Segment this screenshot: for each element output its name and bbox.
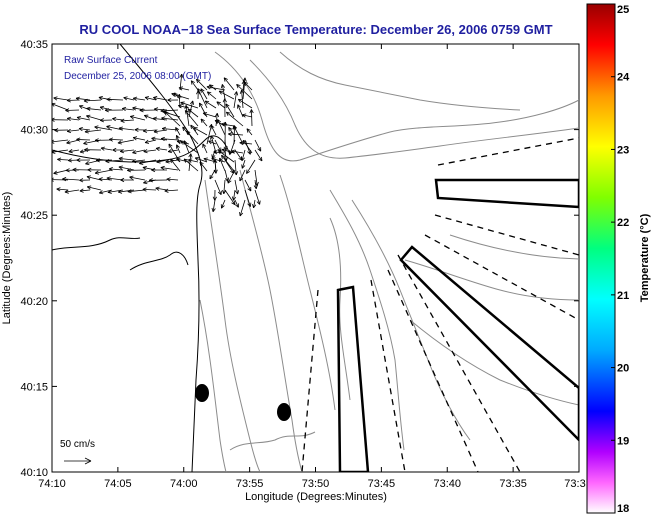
colorbar-tick-label: 21 (617, 290, 629, 302)
y-tick-label: 40:15 (20, 381, 48, 393)
x-tick-label: 73:45 (368, 478, 396, 490)
x-axis-label: Longitude (Degrees:Minutes) (245, 491, 387, 503)
colorbar-tick-label: 23 (617, 144, 629, 156)
site-marker-2 (277, 403, 291, 421)
colorbar-tick-label: 22 (617, 217, 629, 229)
x-tick-label: 73:40 (433, 478, 461, 490)
current-label: Raw Surface Current (64, 55, 158, 66)
x-tick-label: 74:05 (104, 478, 132, 490)
chart-title: RU COOL NOAA−18 Sea Surface Temperature:… (79, 22, 552, 37)
colorbar-tick-label: 19 (617, 435, 629, 447)
colorbar-label: Temperature (°C) (639, 213, 651, 302)
x-tick-label: 74:10 (38, 478, 66, 490)
x-tick-label: 73:55 (236, 478, 264, 490)
x-tick-label: 74:00 (170, 478, 198, 490)
current-time: December 25, 2006 08:00 (GMT) (64, 71, 211, 82)
y-tick-label: 40:10 (20, 467, 48, 479)
x-tick-label: 73:50 (302, 478, 330, 490)
y-tick-label: 40:35 (20, 39, 48, 51)
x-tick-label: 73:35 (499, 478, 527, 490)
scale-label: 50 cm/s (60, 439, 95, 450)
y-tick-label: 40:25 (20, 210, 48, 222)
x-tick-label: 73:3 (564, 478, 585, 490)
colorbar (587, 4, 615, 513)
colorbar-tick-label: 20 (617, 363, 629, 375)
colorbar-tick-label: 25 (617, 4, 629, 16)
site-marker-1 (195, 384, 209, 402)
y-tick-label: 40:20 (20, 296, 48, 308)
y-tick-label: 40:30 (20, 125, 48, 137)
colorbar-tick-label: 24 (617, 72, 630, 84)
colorbar-tick-label: 18 (617, 503, 629, 515)
plot-area (52, 44, 579, 472)
y-axis-label: Latitude (Degrees:Minutes) (1, 192, 13, 325)
